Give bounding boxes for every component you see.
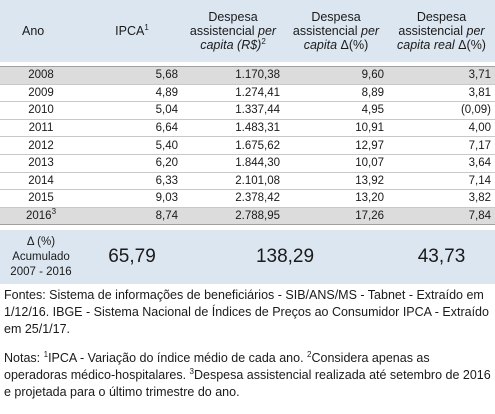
cell-ipca: 6,64 [82, 119, 182, 138]
cell-real: (0,09) [388, 101, 495, 120]
cell-ipca: 5,68 [82, 66, 182, 85]
summary-ipca-value: 65,79 [108, 246, 156, 267]
cell-variacao: 10,91 [284, 119, 388, 138]
cell-real: 7,84 [388, 207, 495, 226]
cell-ipca: 9,03 [82, 189, 182, 208]
summary-despesa-value: 138,29 [255, 246, 315, 267]
cell-variacao: 10,07 [284, 154, 388, 173]
cell-real: 3,82 [388, 189, 495, 208]
cell-ano: 20163 [0, 207, 82, 226]
table-row: 2011 6,64 1.483,31 10,91 4,00 [0, 119, 495, 138]
cell-ipca: 4,89 [82, 84, 182, 103]
table-body: 2008 5,68 1.170,38 9,60 3,71 2009 4,89 1… [0, 66, 495, 226]
cell-real: 3,81 [388, 84, 495, 103]
header-ipca: IPCA1 [82, 0, 182, 62]
accumulated-summary: Δ (%) Acumulado 2007 - 2016 65,79 138,29… [0, 230, 495, 284]
summary-real-value: 43,73 [417, 246, 466, 267]
cell-real: 7,14 [388, 172, 495, 191]
cell-real: 7,17 [388, 136, 495, 155]
cell-despesa: 1.844,30 [182, 154, 284, 173]
sources-text: Fontes: Sistema de informações de benefi… [4, 288, 489, 336]
table-row: 2010 5,04 1.337,44 4,95 (0,09) [0, 101, 495, 120]
cell-despesa: 1.170,38 [182, 66, 284, 85]
cell-ano: 2008 [0, 66, 82, 85]
table-row: 2009 4,89 1.274,41 8,89 3,81 [0, 84, 495, 103]
cell-ipca: 5,04 [82, 101, 182, 120]
cell-ano: 2011 [0, 119, 82, 138]
cell-ipca: 8,74 [82, 207, 182, 226]
table-row: 2014 6,33 2.101,08 13,92 7,14 [0, 172, 495, 191]
cell-despesa: 1.675,62 [182, 136, 284, 155]
cell-ipca: 6,33 [82, 172, 182, 191]
cell-despesa: 2.378,42 [182, 189, 284, 208]
cell-variacao: 12,97 [284, 136, 388, 155]
table-row: 20163 8,74 2.788,95 17,26 7,84 [0, 207, 495, 226]
cell-real: 4,00 [388, 119, 495, 138]
table-row: 2012 5,40 1.675,62 12,97 7,17 [0, 136, 495, 155]
notes-section: Fontes: Sistema de informações de benefi… [4, 287, 492, 401]
table-row: 2015 9,03 2.378,42 13,20 3,82 [0, 189, 495, 208]
header-despesa-real: Despesa assistencial per capita real Δ(%… [388, 0, 495, 62]
cell-ano: 2015 [0, 189, 82, 208]
cell-despesa: 2.788,95 [182, 207, 284, 226]
header-despesa-per-capita: Despesa assistencial per capita (R$)2 [182, 0, 284, 62]
table-row: 2013 6,20 1.844,30 10,07 3,64 [0, 154, 495, 173]
header-ano: Ano [0, 0, 82, 62]
cell-ano: 2010 [0, 101, 82, 120]
cell-variacao: 13,20 [284, 189, 388, 208]
summary-label: Δ (%) Acumulado 2007 - 2016 [10, 236, 72, 278]
cell-ano: 2012 [0, 136, 82, 155]
cell-ano: 2013 [0, 154, 82, 173]
cell-variacao: 8,89 [284, 84, 388, 103]
footnotes-text: Notas: 1IPCA - Variação do índice médio … [4, 349, 491, 399]
cell-ano: 2014 [0, 172, 82, 191]
cell-despesa: 2.101,08 [182, 172, 284, 191]
cell-real: 3,64 [388, 154, 495, 173]
cell-variacao: 17,26 [284, 207, 388, 226]
table-row: 2008 5,68 1.170,38 9,60 3,71 [0, 66, 495, 85]
cell-despesa: 1.337,44 [182, 101, 284, 120]
cell-ipca: 5,40 [82, 136, 182, 155]
cell-ano: 2009 [0, 84, 82, 103]
cell-despesa: 1.274,41 [182, 84, 284, 103]
cell-real: 3,71 [388, 66, 495, 85]
expense-table: Ano IPCA1 Despesa assistencial per capit… [0, 0, 495, 226]
cell-despesa: 1.483,31 [182, 119, 284, 138]
cell-variacao: 13,92 [284, 172, 388, 191]
header-despesa-variacao: Despesa assistencial per capita Δ(%) [284, 0, 388, 62]
cell-variacao: 9,60 [284, 66, 388, 85]
cell-ipca: 6,20 [82, 154, 182, 173]
table-header: Ano IPCA1 Despesa assistencial per capit… [0, 0, 495, 62]
cell-variacao: 4,95 [284, 101, 388, 120]
